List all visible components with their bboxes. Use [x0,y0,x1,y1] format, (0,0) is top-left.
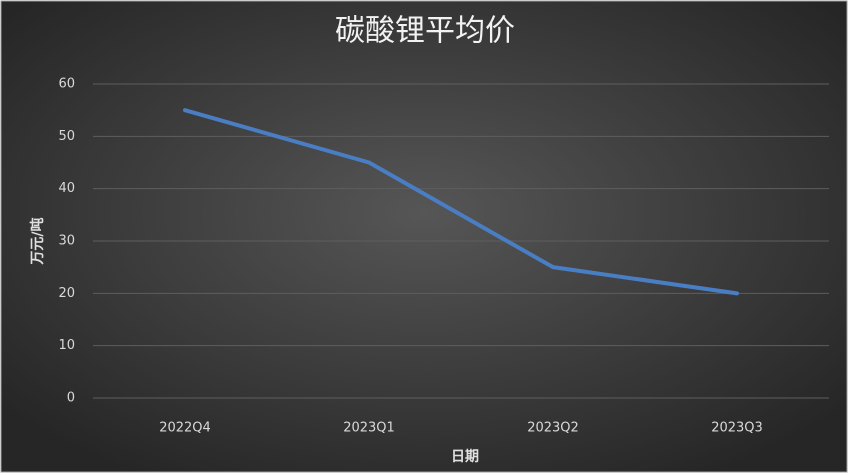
x-tick-label: 2023Q2 [527,421,579,436]
y-tick-label: 30 [58,234,75,249]
x-tick-label: 2023Q3 [711,421,763,436]
y-tick-label: 50 [58,129,75,144]
y-tick-label: 60 [58,77,75,92]
y-tick-label: 10 [58,338,75,353]
x-tick-label: 2023Q1 [343,421,395,436]
x-axis-label: 日期 [451,449,479,465]
chart-title: 碳酸锂平均价 [335,14,515,49]
y-axis-label: 万元/吨 [29,217,46,265]
y-tick-label: 20 [58,286,75,301]
x-tick-label: 2022Q4 [159,421,211,436]
y-tick-label: 40 [58,181,75,196]
y-tick-label: 0 [67,391,75,406]
line-series [183,108,739,296]
